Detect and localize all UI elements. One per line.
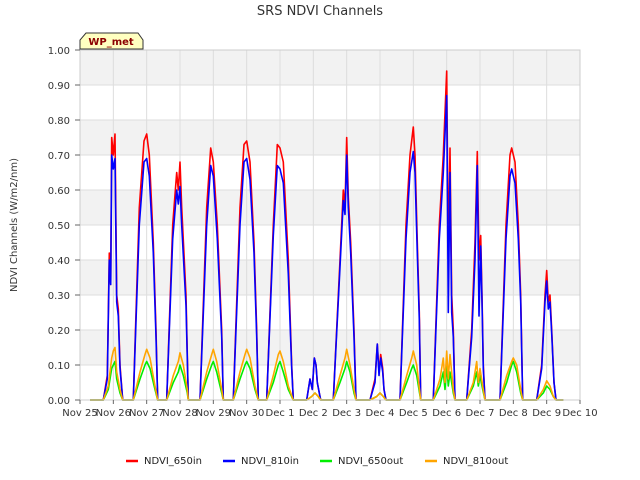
- band-6: [80, 155, 580, 190]
- band-2: [80, 295, 580, 330]
- y-tick-label: 0.70: [48, 151, 70, 162]
- x-tick-label: Dec 8: [499, 408, 528, 419]
- band-5: [80, 190, 580, 225]
- x-tick-label: Nov 27: [129, 408, 164, 419]
- y-tick-label: 0.10: [48, 361, 70, 372]
- band-3: [80, 260, 580, 295]
- legend-label: NDVI_650in: [144, 456, 202, 467]
- legend: NDVI_650in NDVI_810in NDVI_650out NDVI_810o…: [126, 456, 508, 467]
- x-tick-label: Nov 26: [96, 408, 131, 419]
- x-tick-label: Dec 1: [266, 408, 295, 419]
- chart-title: SRS NDVI Channels: [257, 4, 383, 19]
- x-tick-label: Nov 28: [162, 408, 197, 419]
- legend-item-ndvi_650in: NDVI_650in: [126, 456, 202, 467]
- band-9: [80, 50, 580, 85]
- plot-background-bands: [80, 50, 580, 400]
- legend-item-ndvi_810in: NDVI_810in: [223, 456, 299, 467]
- x-tick-label: Dec 4: [366, 408, 395, 419]
- legend-label: NDVI_810out: [443, 456, 508, 467]
- badge-label: WP_met: [88, 37, 134, 48]
- x-tick-label: Nov 25: [62, 408, 97, 419]
- x-tick-label: Dec 7: [466, 408, 495, 419]
- legend-item-ndvi_810out: NDVI_810out: [425, 456, 508, 467]
- x-tick-label: Dec 5: [399, 408, 428, 419]
- band-4: [80, 225, 580, 260]
- legend-label: NDVI_810in: [241, 456, 299, 467]
- legend-item-ndvi_650out: NDVI_650out: [320, 456, 403, 467]
- y-tick-label: 0.90: [48, 81, 70, 92]
- x-tick-label: Dec 2: [299, 408, 328, 419]
- y-tick-label: 0.50: [48, 221, 70, 232]
- y-axis-label: NDVI Channels (W/m2/nm): [9, 158, 20, 292]
- y-tick-labels: 0.00 0.10 0.20 0.30 0.40 0.50 0.60 0.70 0.80 0.90…: [48, 46, 80, 407]
- x-tick-label: Dec 9: [532, 408, 561, 419]
- x-tick-label: Nov 29: [196, 408, 231, 419]
- y-tick-label: 0.00: [48, 396, 70, 407]
- band-1: [80, 330, 580, 365]
- y-tick-label: 0.30: [48, 291, 70, 302]
- y-tick-label: 0.20: [48, 326, 70, 337]
- y-tick-label: 0.80: [48, 116, 70, 127]
- band-7: [80, 120, 580, 155]
- y-tick-label: 0.40: [48, 256, 70, 267]
- y-tick-label: 1.00: [48, 46, 70, 57]
- legend-label: NDVI_650out: [338, 456, 403, 467]
- x-tick-label: Dec 6: [432, 408, 461, 419]
- y-tick-label: 0.60: [48, 186, 70, 197]
- x-tick-label: Dec 10: [562, 408, 597, 419]
- wp-met-badge: WP_met: [79, 32, 144, 50]
- band-0: [80, 365, 580, 400]
- x-tick-label: Nov 30: [229, 408, 264, 419]
- x-tick-label: Dec 3: [332, 408, 361, 419]
- band-8: [80, 85, 580, 120]
